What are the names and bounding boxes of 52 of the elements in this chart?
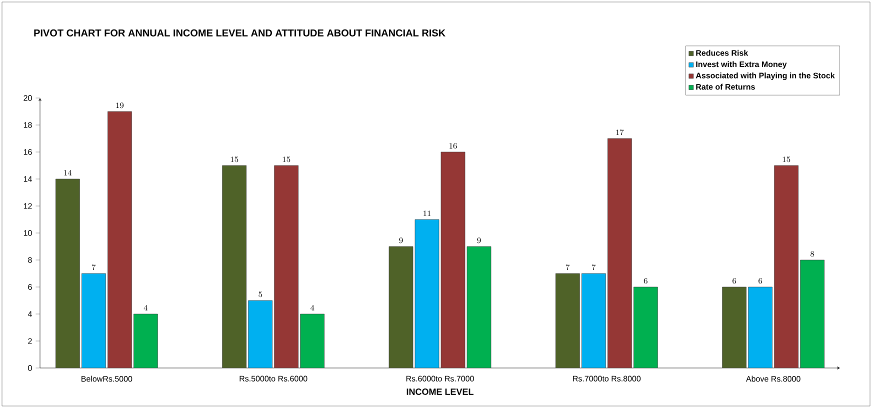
bar [800,260,825,368]
legend-label: Associated with Playing in the Stock [696,72,835,80]
data-label: 9 [477,238,481,244]
bar [133,314,158,368]
data-label: 14 [64,170,72,176]
data-label: 15 [230,156,238,162]
bar [607,138,632,368]
y-tick-label: 18 [24,122,32,128]
data-label: 16 [450,143,457,149]
x-tick-label: Rs.5000to Rs.6000 [240,376,308,382]
data-label: 4 [310,305,314,310]
x-tick-label: BelowRs.5000 [82,376,132,382]
bar [440,152,466,368]
y-tick-label: 8 [28,257,32,263]
data-label: 19 [116,102,124,108]
data-label: 15 [282,156,290,162]
x-tick-label: Rs.6000to Rs.7000 [406,376,474,382]
x-axis-title: INCOME LEVEL [406,388,474,395]
y-tick-label: 0 [28,365,32,371]
data-label: 6 [732,278,736,284]
data-label: 7 [592,264,596,270]
y-tick-label: 2 [28,338,32,344]
bar [774,165,799,368]
y-tick-label: 12 [24,203,32,209]
data-label: 5 [258,292,262,298]
x-tick-label: Rs.7000to Rs.8000 [573,376,641,382]
data-label: 15 [782,156,790,162]
x-tick-label: Above Rs.8000 [746,376,800,382]
y-tick-label: 14 [24,176,32,182]
y-tick-label: 4 [28,311,32,317]
data-label: 17 [616,130,624,136]
bar [633,286,658,368]
data-label: 7 [92,264,96,270]
legend-label: Reduces Risk [696,50,748,56]
bar [466,246,492,368]
data-label: 6 [644,278,648,284]
y-tick-label: 10 [24,230,32,236]
data-label: 8 [810,251,814,257]
bar [274,165,299,368]
data-label: 6 [758,278,762,284]
data-label: 4 [144,305,148,310]
legend-label: Invest with Extra Money [696,61,787,69]
data-label: 11 [424,210,431,216]
y-tick-label: 20 [24,95,32,101]
data-label: 7 [566,264,570,270]
y-tick-label: 6 [28,284,32,290]
data-label: 9 [399,238,403,244]
y-tick-label: 16 [24,149,32,155]
bar [107,111,132,368]
bar [300,314,325,368]
legend-label: Rate of Returns [696,84,755,90]
chart-title: PIVOT CHART FOR ANNUAL INCOME LEVEL AND ATTITUDE ABOUT FINANCIAL RISK [34,29,446,36]
